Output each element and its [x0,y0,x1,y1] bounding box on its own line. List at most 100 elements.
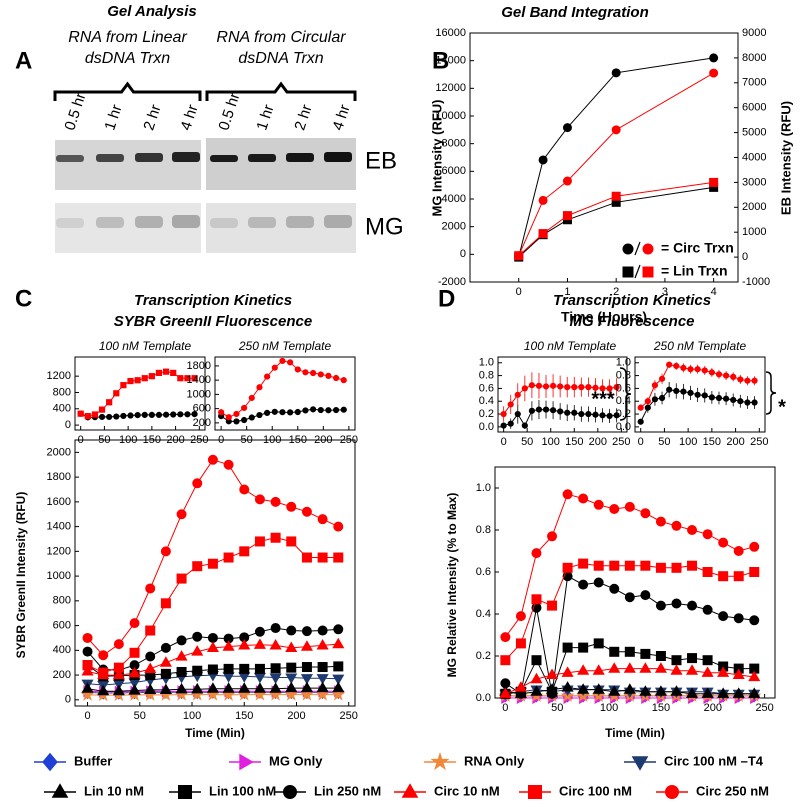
data-point [593,560,604,571]
data-point [192,631,203,642]
series-line [220,360,344,418]
y-tick-label: 800 [53,386,71,398]
legend-label: Circ 100 nM –T4 [664,753,764,768]
y-tick-label: 16000 [435,27,466,39]
data-point [271,364,278,371]
data-point [592,411,599,418]
data-point [254,494,265,505]
legend-marker [401,783,419,798]
data-point [300,681,313,693]
data-point [270,663,281,674]
data-point [606,412,613,420]
data-point [561,681,574,692]
data-point [749,615,760,626]
y-tick-label: 2000 [47,446,71,458]
x-tick-label: 3 [662,286,668,298]
data-point [542,383,550,390]
lane-label: 4 hr [177,103,201,133]
y2-tick-label: 7000 [742,77,766,89]
data-point [162,411,170,418]
y2-tick-label: 6000 [742,102,766,114]
data-point [624,592,635,603]
data-point [606,385,613,392]
lane-label: 0.5 hr [61,91,89,133]
x-tick-label: 4 [711,286,717,298]
data-point [578,579,589,590]
data-point [671,562,682,573]
y-tick-label: 0.4 [476,608,491,620]
data-point [687,560,698,571]
data-point [655,651,666,661]
data-point [301,662,312,673]
data-point [538,195,548,205]
data-point [562,211,572,221]
significance-brace [619,367,632,421]
data-point [671,655,682,666]
data-point [535,382,543,389]
data-point [192,665,203,676]
lane-label: 1 hr [253,103,277,133]
data-point [655,600,666,611]
data-point [585,410,592,418]
y-tick-label: 1400 [47,521,71,533]
data-point [241,416,248,424]
y-axis-label: MG Intensity (RFU) [429,100,444,217]
data-point [270,496,281,507]
x-tick-label: 250 [340,710,358,722]
data-point [302,369,309,376]
y-tick-label: 0 [65,694,71,706]
x-tick-label: 50 [658,436,670,448]
y-tick-label: 1200 [47,370,71,382]
data-point [192,561,203,572]
data-point [624,646,635,657]
data-point [145,583,156,594]
x-tick-label: 50 [98,434,110,446]
data-point [127,377,134,385]
gel-band [135,153,163,162]
data-point [271,408,278,415]
data-point [702,567,713,577]
x-axis-label: Time (Hours) [561,309,647,325]
data-point [239,484,250,495]
data-point [521,385,528,392]
data-point [340,377,347,384]
gel-band [96,217,124,228]
y-tick-label: 1800 [187,360,211,372]
data-point [651,396,659,403]
data-point [238,672,251,683]
data-point [744,377,751,384]
data-point [639,662,652,673]
data-point [730,373,737,380]
data-point [82,632,93,643]
data-point [624,560,635,571]
data-point [333,661,344,672]
data-point [317,625,328,636]
plot-frame [497,356,628,433]
data-point [732,668,745,679]
legend-marker [283,785,297,799]
data-point [252,687,268,701]
data-point [112,668,125,680]
data-point [84,413,91,420]
y-tick-label: 400 [53,403,71,415]
data-point [637,418,644,425]
data-point [578,410,585,418]
y-tick-label: 0.2 [476,650,491,662]
y-tick-label: 1400 [187,374,211,386]
data-point [82,660,93,671]
plot-frame [74,439,356,707]
data-point [286,501,297,512]
data-point [97,684,110,696]
chart-title: 250 nM Template [653,339,747,353]
data-point [207,664,218,675]
data-point [701,392,708,399]
data-point [644,398,651,405]
y-axis-label: MG Relative Intensity (% to Max) [445,493,459,678]
data-point [254,663,265,674]
y-tick-label: 0.8 [616,369,631,381]
series-line [505,563,755,661]
data-point [694,366,701,373]
data-point [514,251,524,261]
data-point [333,521,344,532]
